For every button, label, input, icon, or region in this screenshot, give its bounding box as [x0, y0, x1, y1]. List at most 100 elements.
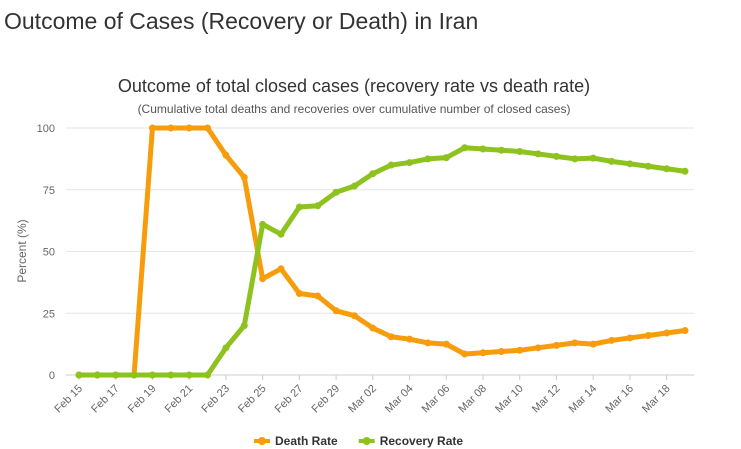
y-tick-label: 0: [49, 370, 55, 382]
death-rate-point: [479, 349, 487, 357]
y-axis-label: Percent (%): [15, 219, 29, 282]
chart-title: Outcome of total closed cases (recovery …: [118, 76, 590, 96]
death-rate-line: [76, 125, 688, 378]
recovery-rate-point: [387, 161, 395, 169]
recovery-rate-point: [681, 167, 689, 175]
recovery-rate-point: [185, 371, 193, 379]
death-rate-point: [516, 346, 524, 354]
death-rate-point: [295, 289, 303, 297]
x-tick-label: Feb 23: [199, 383, 232, 416]
death-rate-point: [589, 340, 597, 348]
x-tick-label: Mar 16: [603, 383, 636, 416]
recovery-rate-point: [552, 152, 560, 160]
recovery-rate-point: [406, 159, 414, 167]
x-axis: Feb 15 Feb 17 Feb 19 Feb 21 Feb 23 Feb 25 Feb …: [52, 375, 673, 416]
legend-swatch-marker: [362, 437, 371, 445]
recovery-rate-point: [497, 146, 505, 154]
recovery-rate-series: [75, 144, 689, 379]
death-rate-point: [608, 336, 616, 344]
y-tick-label: 75: [43, 185, 55, 197]
recovery-rate-point: [314, 202, 322, 210]
death-rate-point: [167, 124, 175, 132]
death-rate-point: [681, 327, 689, 335]
recovery-rate-point: [644, 162, 652, 170]
death-rate-point: [148, 124, 156, 132]
recovery-rate-point: [332, 188, 340, 196]
x-tick-label: Feb 27: [273, 383, 306, 416]
x-tick-label: Feb 25: [236, 383, 269, 416]
death-rate-point: [626, 334, 634, 342]
x-tick-label: Mar 10: [493, 383, 526, 416]
x-tick-label: Feb 21: [163, 383, 196, 416]
death-rate-point: [424, 339, 432, 347]
death-rate-point: [332, 307, 340, 315]
recovery-rate-point: [663, 165, 671, 173]
recovery-rate-point: [295, 203, 303, 211]
recovery-rate-point: [442, 154, 450, 162]
legend-item-recovery-rate[interactable]: Recovery Rate: [358, 434, 464, 448]
y-tick-label: 50: [43, 247, 55, 259]
x-tick-label: Mar 02: [346, 383, 379, 416]
recovery-rate-point: [608, 157, 616, 165]
x-tick-label: Mar 08: [456, 383, 489, 416]
recovery-rate-line: [76, 145, 688, 378]
x-tick-label: Feb 19: [126, 383, 159, 416]
recovery-rate-point: [130, 371, 138, 379]
recovery-rate-point: [204, 371, 212, 379]
x-tick-label: Mar 18: [640, 383, 673, 416]
recovery-rate-point: [571, 155, 579, 163]
death-rate-point: [222, 151, 230, 159]
death-rate-point: [259, 275, 267, 283]
death-rate-point: [314, 292, 322, 300]
recovery-rate-point: [626, 160, 634, 168]
death-rate-point: [185, 124, 193, 132]
x-tick-label: Feb 15: [52, 383, 85, 416]
death-rate-point: [442, 340, 450, 348]
death-rate-point: [277, 265, 285, 273]
recovery-rate-point: [516, 147, 524, 155]
recovery-rate-point: [369, 170, 377, 178]
recovery-rate-point: [112, 371, 120, 379]
recovery-rate-point: [479, 145, 487, 153]
recovery-rate-point: [148, 371, 156, 379]
recovery-rate-point: [350, 182, 358, 190]
legend-label: Death Rate: [275, 434, 338, 448]
page-title: Outcome of Cases (Recovery or Death) in …: [4, 8, 479, 34]
death-rate-point: [663, 329, 671, 337]
recovery-rate-point: [534, 150, 542, 158]
x-tick-label: Mar 06: [420, 383, 453, 416]
legend-item-death-rate[interactable]: Death Rate: [254, 434, 338, 448]
recovery-rate-point: [461, 144, 469, 152]
y-tick-label: 25: [43, 308, 55, 320]
recovery-rate-point: [424, 155, 432, 163]
legend[interactable]: Death Rate Recovery Rate: [254, 434, 463, 448]
death-rate-point: [497, 348, 505, 356]
x-tick-label: Mar 12: [530, 383, 563, 416]
death-rate-point: [350, 312, 358, 320]
death-rate-point: [204, 124, 212, 132]
legend-swatch-marker: [258, 437, 266, 445]
recovery-rate-point: [167, 371, 175, 379]
recovery-rate-point: [222, 344, 230, 352]
death-rate-point: [534, 344, 542, 352]
death-rate-point: [571, 339, 579, 347]
death-rate-point: [461, 350, 469, 358]
death-rate-point: [552, 341, 560, 349]
death-rate-point: [369, 324, 377, 332]
death-rate-point: [387, 333, 395, 341]
series-layer: [75, 124, 689, 379]
x-tick-label: Mar 04: [383, 383, 416, 416]
recovery-rate-point: [259, 220, 267, 228]
x-tick-label: Feb 29: [310, 383, 343, 416]
recovery-rate-point: [93, 371, 101, 379]
death-rate-point: [406, 335, 414, 343]
y-tick-label: 100: [37, 123, 55, 135]
death-rate-point: [240, 173, 248, 181]
recovery-rate-point: [589, 154, 597, 162]
death-rate-point: [644, 331, 652, 339]
recovery-rate-point: [277, 230, 285, 238]
recovery-rate-point: [240, 322, 248, 330]
x-tick-label: Feb 17: [89, 383, 122, 416]
chart-subtitle: (Cumulative total deaths and recoveries …: [138, 102, 571, 116]
